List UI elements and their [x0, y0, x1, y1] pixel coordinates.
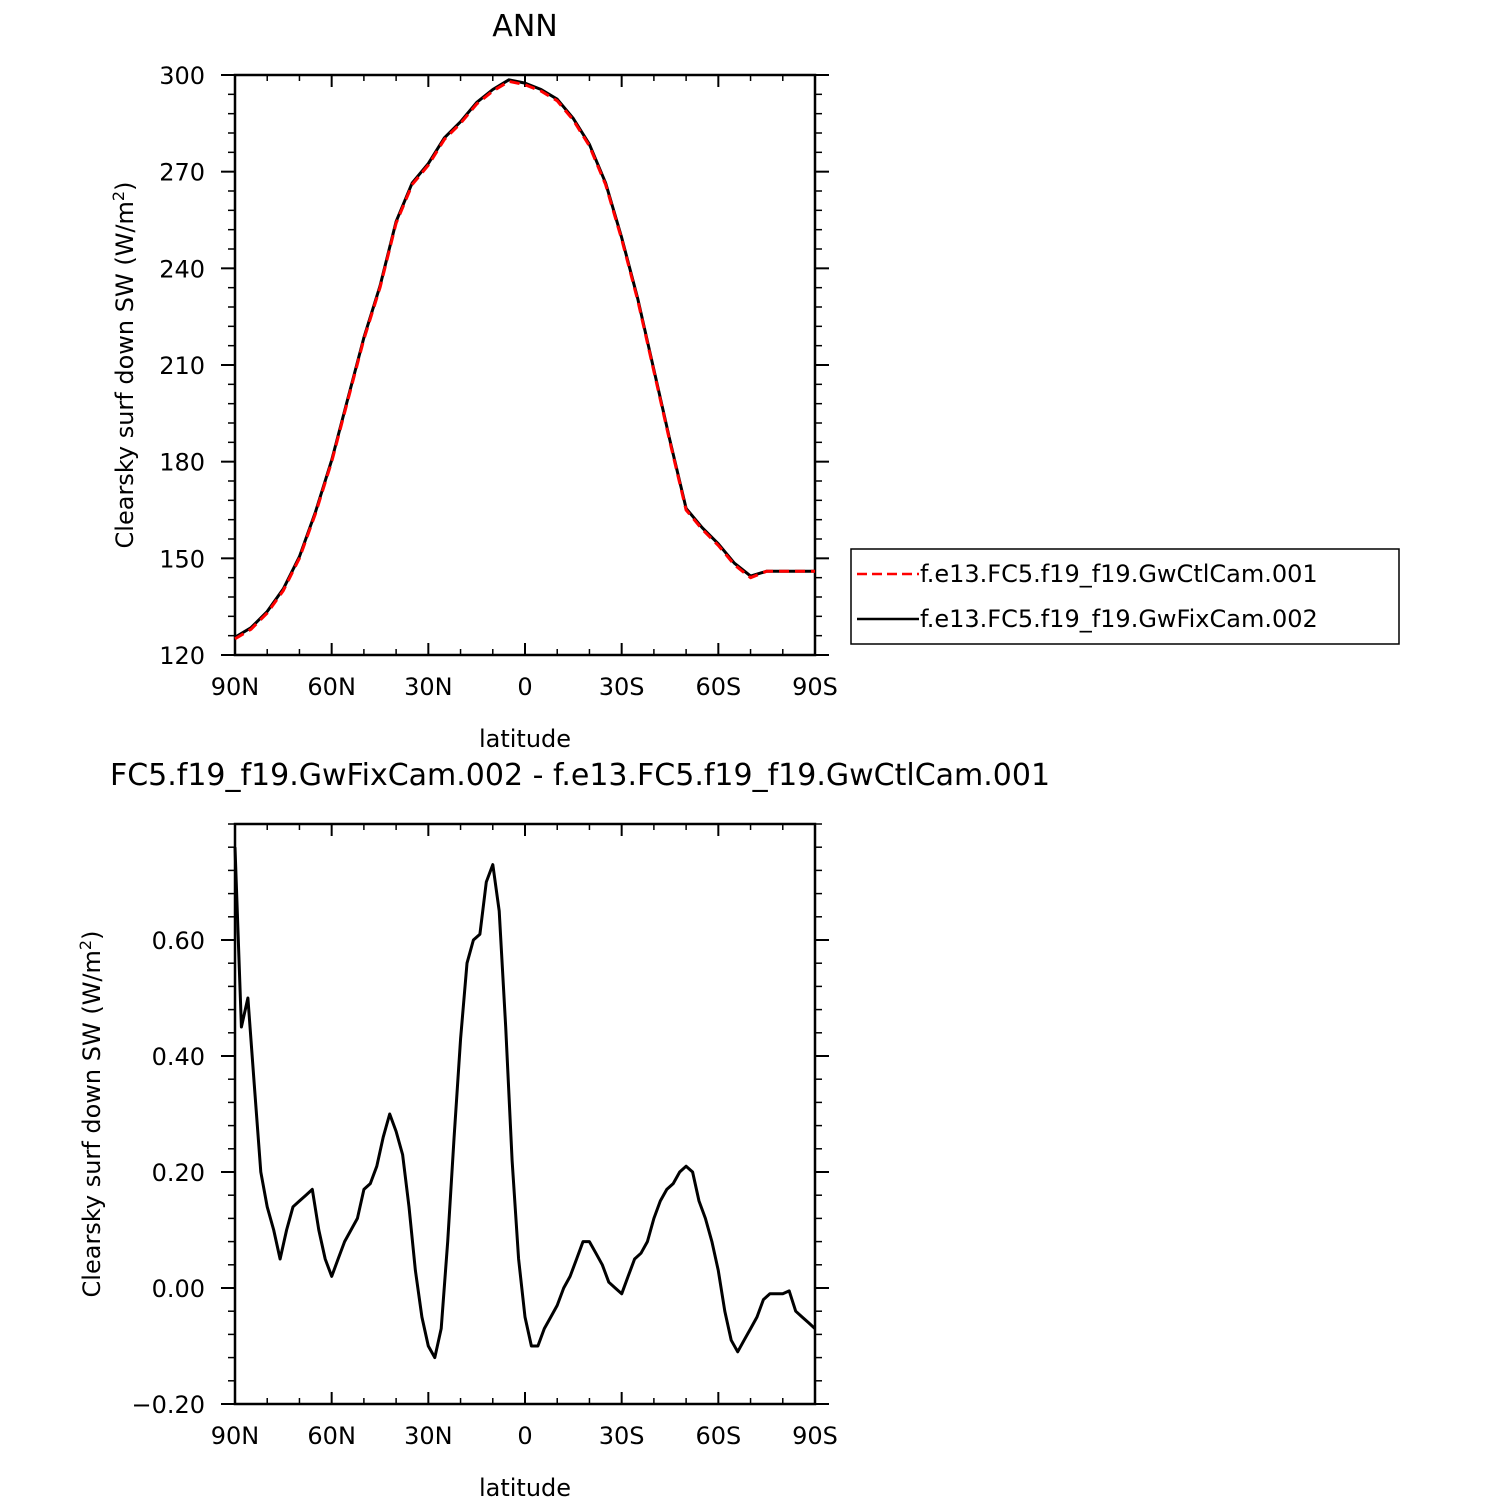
bottom-panel-series [233, 847, 817, 1360]
bottom-y-tick-label: 0.20 [152, 1159, 205, 1187]
top-panel-ticks: 90N 60N 30N 0 30S 60S 90S 120 150 180 210 240 270 300 [159, 62, 838, 701]
top-panel-y-axis-title-main: Clearsky surf down SW (W/m [111, 201, 139, 548]
top-panel-y-axis-title-sup: 2 [109, 191, 128, 201]
top-x-tick-label: 60N [307, 673, 356, 701]
top-y-tick-label: 240 [159, 255, 205, 283]
bottom-series-line-0 [233, 847, 817, 1360]
bottom-panel-y-axis-title-main: Clearsky surf down SW (W/m [78, 950, 106, 1297]
top-y-tick-label: 150 [159, 545, 205, 573]
bottom-panel-y-axis-title: Clearsky surf down SW (W/m2) [76, 931, 106, 1298]
top-panel-x-axis-title: latitude [479, 725, 571, 753]
top-panel-title: ANN [492, 9, 557, 44]
top-panel-y-axis-title-end: ) [111, 182, 139, 191]
top-y-tick-label: 300 [159, 62, 205, 90]
bottom-panel-y-axis-title-sup: 2 [76, 940, 95, 950]
top-series-line-0 [234, 79, 815, 641]
bottom-y-tick-label: 0.60 [152, 927, 205, 955]
bottom-panel: FC5.f19_f19.GwFixCam.002 - f.e13.FC5.f19… [76, 758, 1050, 1502]
bottom-x-tick-label: 90N [211, 1422, 260, 1450]
bottom-panel-y-axis-title-end: ) [78, 931, 106, 940]
bottom-x-tick-label: 30S [599, 1422, 645, 1450]
top-y-tick-label: 180 [159, 449, 205, 477]
bottom-panel-ticks: 90N 60N 30N 0 30S 60S 90S −0.20 0.00 0.20 0.40 0.60 [131, 823, 838, 1450]
top-x-tick-label: 30N [404, 673, 453, 701]
legend-label-ctl: f.e13.FC5.f19_f19.GwCtlCam.001 [920, 560, 1318, 588]
top-panel: ANN 90N 60N 30N 0 30S 60S 90S 120 150 180 210 240 27… [109, 9, 1400, 753]
top-x-tick-label: 90N [211, 673, 260, 701]
bottom-panel-title: FC5.f19_f19.GwFixCam.002 - f.e13.FC5.f19… [110, 758, 1050, 793]
legend-box [850, 548, 1400, 645]
bottom-y-tick-label: 0.40 [152, 1043, 205, 1071]
bottom-panel-x-axis-title: latitude [479, 1474, 571, 1502]
legend: f.e13.FC5.f19_f19.GwCtlCam.001 f.e13.FC5… [850, 548, 1400, 645]
top-panel-y-axis-title: Clearsky surf down SW (W/m2) [109, 182, 139, 549]
bottom-x-tick-label: 60S [695, 1422, 741, 1450]
top-x-tick-label: 30S [599, 673, 645, 701]
top-y-tick-label: 210 [159, 352, 205, 380]
bottom-y-tick-label: −0.20 [131, 1391, 205, 1419]
top-x-tick-label: 60S [695, 673, 741, 701]
bottom-x-tick-label: 60N [307, 1422, 356, 1450]
bottom-x-tick-label: 0 [517, 1422, 532, 1450]
top-panel-series [234, 78, 815, 641]
legend-label-fix: f.e13.FC5.f19_f19.GwFixCam.002 [920, 605, 1318, 633]
bottom-y-tick-label: 0.00 [152, 1275, 205, 1303]
top-x-tick-label: 0 [517, 673, 532, 701]
bottom-x-tick-label: 90S [792, 1422, 838, 1450]
bottom-x-tick-label: 30N [404, 1422, 453, 1450]
top-x-tick-label: 90S [792, 673, 838, 701]
top-y-tick-label: 270 [159, 159, 205, 187]
top-y-tick-label: 120 [159, 642, 205, 670]
